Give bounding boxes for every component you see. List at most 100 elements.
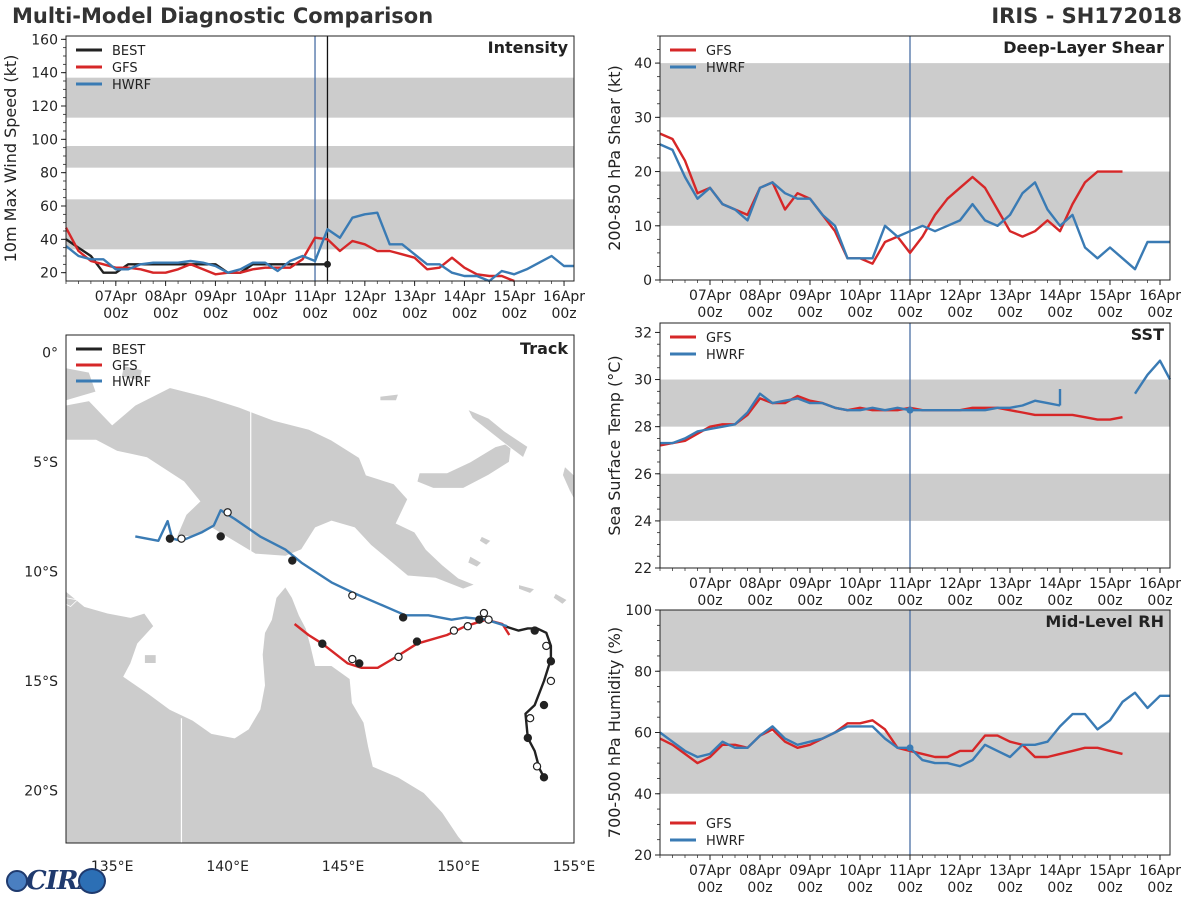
track-marker xyxy=(318,639,327,648)
x-tick-hour: 00z xyxy=(947,593,972,609)
y-tick-label: 20 xyxy=(634,848,652,864)
y-axis-label: 10m Max Wind Speed (kt) xyxy=(1,55,20,263)
y-tick-label: 20°S xyxy=(24,783,58,799)
land-island xyxy=(66,597,79,607)
x-tick-date: 09Apr xyxy=(789,288,831,304)
logo-badge-icon xyxy=(78,868,106,894)
x-tick-hour: 00z xyxy=(897,305,922,321)
x-tick-date: 12Apr xyxy=(344,289,386,305)
y-tick-label: 32 xyxy=(634,325,652,341)
land-island xyxy=(120,365,143,382)
land-new-guinea xyxy=(66,387,476,590)
x-tick-hour: 00z xyxy=(452,306,477,322)
track-marker xyxy=(394,652,403,662)
x-tick-hour: 00z xyxy=(797,593,822,609)
init-point xyxy=(906,744,914,752)
x-tick-hour: 00z xyxy=(997,305,1022,321)
land-island xyxy=(144,654,157,664)
x-tick-date: 16Apr xyxy=(1139,576,1181,592)
series-line-hwrf xyxy=(659,143,1170,271)
x-tick-date: 11Apr xyxy=(889,863,931,879)
x-tick-date: 08Apr xyxy=(739,863,781,879)
x-tick-date: 16Apr xyxy=(543,289,585,305)
track-marker xyxy=(348,654,357,664)
x-tick-hour: 00z xyxy=(1047,305,1072,321)
y-axis-label: Sea Surface Temp (°C) xyxy=(605,355,624,535)
x-tick-date: 11Apr xyxy=(889,576,931,592)
x-tick-date: 14Apr xyxy=(1039,576,1081,592)
legend-label-best: BEST xyxy=(112,343,145,358)
y-tick-label: 20 xyxy=(40,266,58,282)
best-last-point xyxy=(323,260,331,268)
storm-id: IRIS - SH172018 xyxy=(991,4,1182,28)
x-tick-hour: 00z xyxy=(1147,305,1172,321)
x-tick-date: 11Apr xyxy=(294,289,336,305)
plot-frame xyxy=(65,35,575,282)
x-tick-hour: 00z xyxy=(747,880,772,896)
y-tick-label: 60 xyxy=(634,726,652,742)
x-tick-hour: 00z xyxy=(402,306,427,322)
x-tick-date: 12Apr xyxy=(939,576,981,592)
x-tick-date: 12Apr xyxy=(939,863,981,879)
series-line-hwrf xyxy=(659,691,1170,768)
x-tick-hour: 00z xyxy=(103,306,128,322)
y-tick-label: 100 xyxy=(625,603,652,619)
x-tick-date: 07Apr xyxy=(95,289,137,305)
track-marker xyxy=(216,532,225,541)
x-tick-date: 10Apr xyxy=(839,576,881,592)
plot-frame xyxy=(659,322,1171,569)
threshold-band xyxy=(660,610,1170,672)
x-tick-date: 10Apr xyxy=(839,863,881,879)
track-marker xyxy=(539,773,549,782)
x-tick-date: 16Apr xyxy=(1139,863,1181,879)
threshold-band xyxy=(660,473,1170,521)
x-tick-label: 155°E xyxy=(553,859,596,875)
y-tick-label: 80 xyxy=(634,664,652,680)
y-tick-label: 30 xyxy=(634,373,652,389)
x-tick-label: 140°E xyxy=(206,859,249,875)
legend-label-gfs: GFS xyxy=(112,359,138,374)
x-tick-hour: 00z xyxy=(947,880,972,896)
x-tick-label: 150°E xyxy=(437,859,480,875)
y-tick-label: 100 xyxy=(31,132,58,148)
chart-rh: 2040608010007Apr00z08Apr00z09Apr00z10Apr… xyxy=(605,603,1181,896)
x-tick-date: 15Apr xyxy=(1089,288,1131,304)
x-tick-date: 15Apr xyxy=(1089,576,1131,592)
y-tick-label: 22 xyxy=(634,561,652,577)
x-tick-hour: 00z xyxy=(253,306,278,322)
land-birds-head xyxy=(66,367,97,402)
y-tick-label: 15°S xyxy=(24,674,58,690)
track-marker xyxy=(463,622,472,631)
threshold-band xyxy=(66,199,574,250)
x-tick-date: 09Apr xyxy=(789,863,831,879)
track-marker xyxy=(546,676,556,686)
x-tick-hour: 00z xyxy=(747,305,772,321)
y-tick-label: 20 xyxy=(634,165,652,181)
legend-label-gfs: GFS xyxy=(112,61,138,76)
series-line-gfs xyxy=(64,227,515,283)
x-tick-date: 10Apr xyxy=(839,288,881,304)
track-marker xyxy=(355,659,364,668)
x-tick-date: 08Apr xyxy=(739,288,781,304)
x-tick-date: 09Apr xyxy=(789,576,831,592)
track-marker xyxy=(542,641,551,651)
y-tick-label: 28 xyxy=(634,420,652,436)
legend-label-gfs: GFS xyxy=(706,44,732,59)
land-australia xyxy=(66,586,465,843)
land-island xyxy=(552,592,568,605)
x-tick-hour: 00z xyxy=(847,593,872,609)
land-manus xyxy=(379,393,400,402)
x-tick-date: 09Apr xyxy=(194,289,236,305)
x-tick-date: 13Apr xyxy=(394,289,436,305)
track-marker xyxy=(177,534,186,543)
threshold-band xyxy=(660,171,1170,226)
x-tick-hour: 00z xyxy=(1097,880,1122,896)
track-marker xyxy=(288,556,297,565)
x-tick-hour: 00z xyxy=(1047,593,1072,609)
x-tick-date: 13Apr xyxy=(989,576,1031,592)
y-tick-label: 24 xyxy=(634,514,652,530)
legend-label-hwrf: HWRF xyxy=(112,375,151,390)
chart-sst: 22242628303207Apr00z08Apr00z09Apr00z10Ap… xyxy=(605,322,1181,609)
track-line-hwrf xyxy=(135,509,508,628)
